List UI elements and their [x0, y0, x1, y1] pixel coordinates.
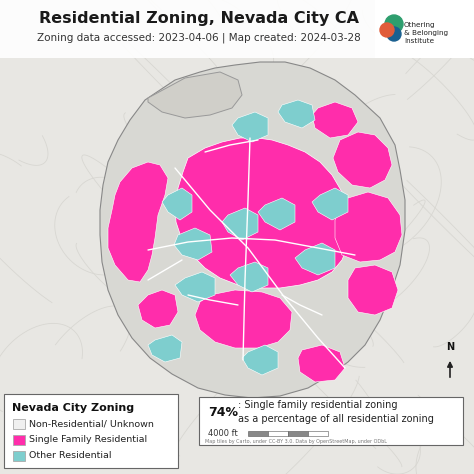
- Text: Nevada City Zoning: Nevada City Zoning: [12, 403, 134, 413]
- FancyBboxPatch shape: [4, 394, 178, 468]
- Polygon shape: [175, 138, 350, 288]
- Text: 4000 ft: 4000 ft: [208, 429, 238, 438]
- Polygon shape: [174, 228, 212, 260]
- Text: Single Family Residential: Single Family Residential: [29, 436, 147, 445]
- Polygon shape: [138, 290, 178, 328]
- Circle shape: [387, 27, 401, 41]
- Bar: [288, 431, 308, 436]
- Polygon shape: [195, 290, 292, 348]
- Polygon shape: [312, 188, 348, 220]
- Bar: [13, 435, 25, 445]
- Polygon shape: [222, 208, 258, 240]
- Polygon shape: [335, 192, 402, 262]
- Polygon shape: [258, 198, 295, 230]
- Polygon shape: [298, 345, 345, 382]
- Bar: [308, 431, 328, 436]
- Bar: [13, 451, 25, 461]
- Bar: [248, 431, 268, 436]
- Polygon shape: [312, 102, 358, 138]
- Bar: [268, 431, 288, 436]
- Text: : Single family residential zoning
as a percentage of all residential zoning: : Single family residential zoning as a …: [238, 401, 434, 424]
- Polygon shape: [333, 132, 392, 188]
- Polygon shape: [348, 265, 398, 315]
- Text: Residential Zoning, Nevada City CA: Residential Zoning, Nevada City CA: [39, 10, 359, 26]
- Circle shape: [380, 23, 394, 37]
- Polygon shape: [175, 272, 215, 302]
- Circle shape: [385, 15, 403, 33]
- Text: 74%: 74%: [208, 405, 238, 419]
- Text: Othering
& Belonging
Institute: Othering & Belonging Institute: [404, 22, 448, 44]
- Text: N: N: [446, 342, 454, 352]
- Bar: [13, 419, 25, 429]
- Polygon shape: [232, 112, 268, 142]
- Polygon shape: [278, 100, 315, 128]
- Polygon shape: [295, 243, 335, 275]
- Polygon shape: [148, 335, 182, 362]
- Polygon shape: [108, 162, 168, 282]
- Text: Other Residential: Other Residential: [29, 452, 111, 461]
- Polygon shape: [162, 188, 192, 220]
- FancyBboxPatch shape: [199, 397, 463, 445]
- Polygon shape: [100, 62, 405, 398]
- Bar: [0, 0, 474, 58]
- Text: Map tiles by Carto, under CC-BY 3.0. Data by OpenStreetMap, under ODbL: Map tiles by Carto, under CC-BY 3.0. Dat…: [205, 439, 387, 445]
- Bar: [375, 0, 474, 58]
- Polygon shape: [230, 262, 268, 292]
- Text: Zoning data accessed: 2023-04-06 | Map created: 2024-03-28: Zoning data accessed: 2023-04-06 | Map c…: [37, 33, 361, 43]
- Polygon shape: [148, 72, 242, 118]
- Polygon shape: [242, 345, 278, 375]
- Text: Non-Residential/ Unknown: Non-Residential/ Unknown: [29, 419, 154, 428]
